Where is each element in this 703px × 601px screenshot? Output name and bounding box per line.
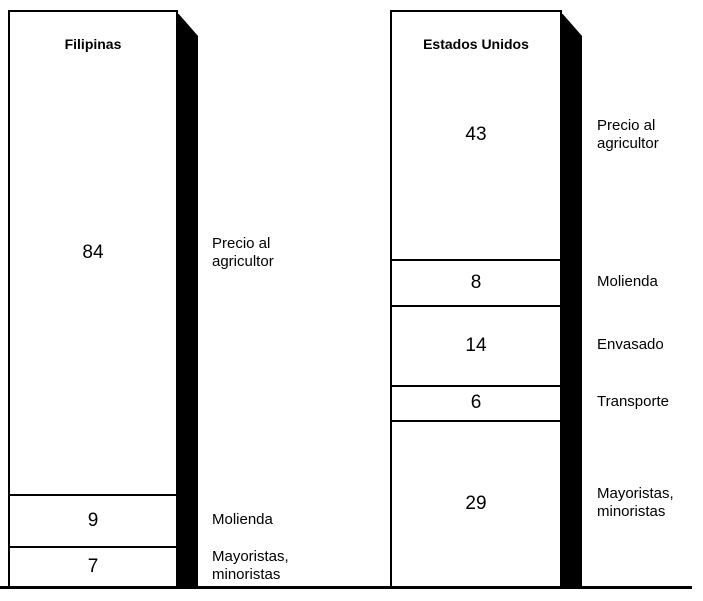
data-label: 6 — [470, 392, 482, 414]
bar-segment: 29 — [392, 419, 560, 586]
segment-label: Mayoristas, minoristas — [212, 547, 289, 583]
data-label: 8 — [470, 271, 482, 293]
segment-label: Envasado — [597, 335, 664, 353]
segment-label: Transporte — [597, 393, 669, 411]
data-label: 84 — [82, 242, 104, 264]
bar-segment: 84 — [10, 12, 176, 494]
bar-segment: 14 — [392, 304, 560, 385]
segment-label: Molienda — [212, 510, 273, 528]
segment-label: Mayoristas, minoristas — [597, 484, 674, 520]
bar-segment: 6 — [392, 385, 560, 419]
column-title: Filipinas — [64, 36, 122, 52]
bar-segment: 7 — [10, 545, 176, 586]
column-title: Estados Unidos — [423, 36, 529, 52]
data-label: 14 — [465, 334, 487, 356]
segment-label: Precio al agricultor — [597, 117, 659, 153]
bar-segment: 43 — [392, 12, 560, 259]
column-shadow — [558, 14, 582, 588]
data-label: 29 — [465, 492, 487, 514]
data-label: 9 — [87, 509, 99, 531]
segment-label: Precio al agricultor — [212, 235, 274, 271]
column-1: 43 8 14 6 29 — [390, 10, 562, 588]
data-label: 43 — [465, 124, 487, 146]
data-label: 7 — [87, 555, 99, 577]
column-shadow — [174, 14, 198, 588]
bar-segment: 9 — [10, 494, 176, 546]
segment-label: Molienda — [597, 272, 658, 290]
bar-segment: 8 — [392, 258, 560, 305]
baseline — [0, 586, 692, 589]
column-0: 84 9 7 — [8, 10, 178, 588]
